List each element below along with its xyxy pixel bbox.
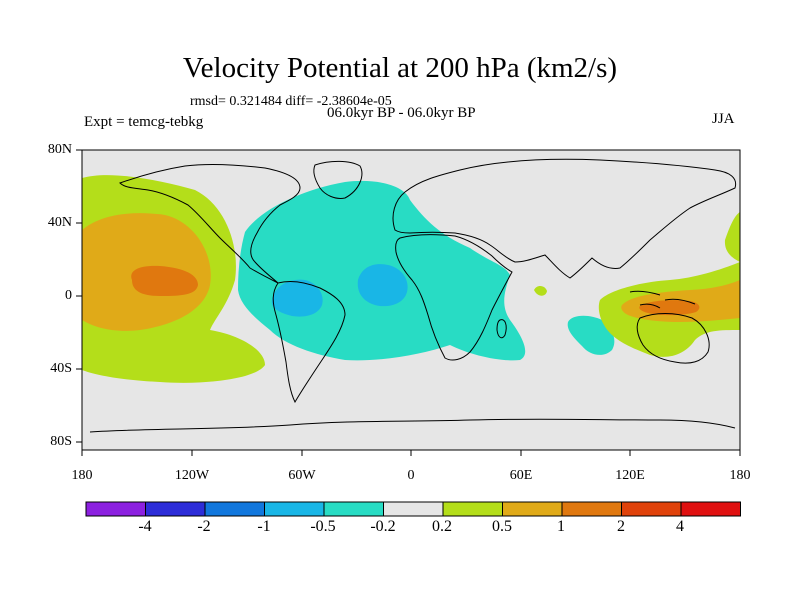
colorbar-swatch [85,501,146,517]
outline-africa [395,234,513,361]
colorbar-swatch [383,501,444,517]
outline-indonesia [629,290,696,309]
colorbar-swatch [204,501,265,517]
outline-greenland [313,160,363,199]
contour-indian-neg0.2 [567,315,615,355]
colorbar-label: 0.5 [492,518,512,535]
colorbar-label: 2 [617,518,625,535]
lat-tick-0: 0 [65,288,72,303]
colorbar-label: 0.2 [432,518,452,535]
contour-amazon-neg0.5 [271,279,323,317]
experiment-label: Expt = temcg-tebkg [84,114,204,130]
colorbar-swatch [264,501,325,517]
contour-maritime-1 [639,300,700,316]
colorbar-label: -1 [257,518,271,535]
colorbar-swatch [502,501,563,517]
colorbar-label: 1 [557,518,565,535]
lon-tick-180e: 180 [729,468,751,483]
outline-antarctica [89,418,736,433]
map-title: Velocity Potential at 200 hPa (km2/s) [182,52,618,84]
colorbar-swatch [680,501,741,517]
period-label: 06.0kyr BP - 06.0kyr BP [327,105,476,121]
colorbar-label: -0.2 [370,518,396,535]
contour-africa-neg0.5 [357,264,408,307]
lat-tick-40s: 40S [50,361,72,376]
lon-tick-120w: 120W [174,468,210,483]
lon-tick-0: 0 [407,468,415,483]
colorbar-label: -0.5 [310,518,336,535]
colorbar-swatch [145,501,206,517]
colorbar-swatch [621,501,682,517]
outline-south-america [272,281,346,404]
plot-frame [76,149,741,456]
colorbar-swatch [561,501,622,517]
contour-indian-pos-small [534,285,547,296]
lat-tick-80s: 80S [50,434,72,449]
colorbar-label: 4 [676,518,684,535]
stats-text: rmsd= 0.321484 diff= -2.38604e-05 [190,94,392,109]
lat-tick-80n: 80N [47,142,72,157]
continent-outlines [89,158,737,433]
lon-tick-180w: 180 [71,468,93,483]
outline-australia [636,313,710,364]
season-label: JJA [712,111,735,127]
lon-tick-60e: 60E [509,468,533,483]
outline-europe-asia [392,158,737,279]
outline-madagascar [496,319,507,339]
lon-tick-60w: 60W [288,468,316,483]
lat-tick-40n: 40N [47,215,72,230]
outline-north-america [119,164,301,284]
colorbar-swatch [323,501,384,517]
colorbar-label: -4 [138,518,152,535]
lon-tick-120e: 120E [615,468,645,483]
contour-dateline-0.2 [724,212,740,262]
contour-pacific-1 [131,265,198,296]
colorbar-swatch [442,501,503,517]
colorbar [85,501,741,517]
colorbar-label: -2 [197,518,211,535]
contour-fills [82,175,740,383]
